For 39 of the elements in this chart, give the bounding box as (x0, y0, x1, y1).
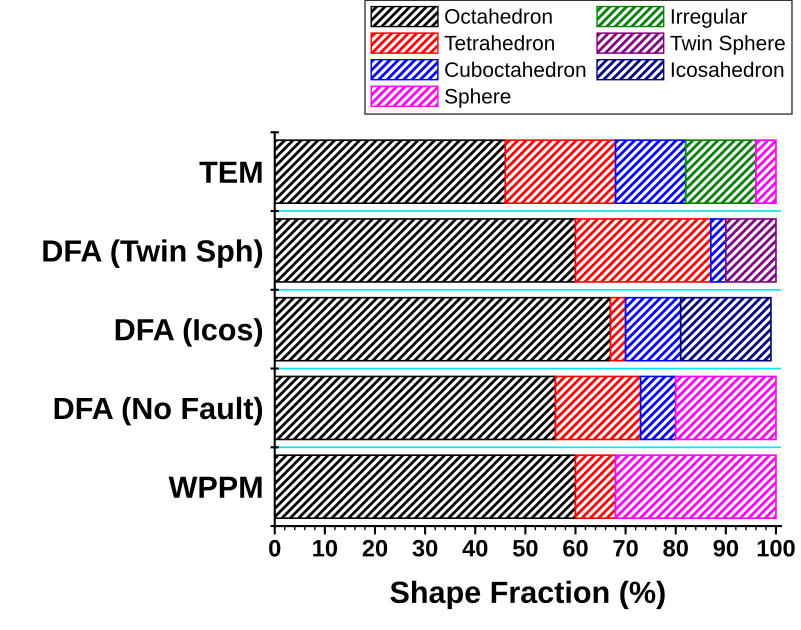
x-axis-title: Shape Fraction (%) (390, 580, 665, 610)
bar (755, 139, 777, 204)
x-tick-label: 10 (313, 540, 338, 557)
x-tick-label: 50 (512, 540, 538, 557)
bar (574, 454, 616, 520)
x-tick-label: 20 (362, 540, 388, 557)
bar (725, 218, 777, 283)
bar (680, 296, 772, 362)
y-tick-label: DFA (No Fault) (54, 396, 262, 426)
x-tick-label: 80 (663, 540, 688, 557)
bar (504, 139, 616, 204)
legend-label: Octahedron (445, 8, 552, 24)
bar (614, 454, 777, 520)
y-tick-label: DFA (Twin Sph) (43, 239, 262, 268)
bar (674, 376, 777, 440)
legend-label: Twin Sphere (670, 35, 785, 55)
bar (614, 139, 687, 204)
x-tick-label: 100 (758, 540, 795, 557)
legend-label: Sphere (445, 88, 510, 108)
legend-label: Tetrahedron (444, 35, 554, 50)
x-tick-label: 30 (412, 540, 438, 557)
bar (684, 139, 757, 204)
legend-label: Cuboctahedron (445, 62, 586, 78)
x-tick-label: 0 (269, 540, 280, 557)
bar (610, 296, 626, 362)
y-tick-label: DFA (Icos) (116, 318, 262, 347)
legend-label: Irregular (672, 8, 748, 28)
x-tick-label: 90 (714, 540, 738, 557)
x-tick-label: 60 (563, 540, 588, 557)
y-tick-label: TEM (199, 162, 262, 183)
bar (640, 376, 677, 440)
bar (554, 376, 642, 440)
x-tick-label: 40 (462, 540, 488, 557)
y-tick-label: WPPM (168, 476, 262, 498)
bar (710, 218, 727, 283)
x-tick-label: 70 (613, 540, 638, 557)
bar (624, 296, 682, 362)
bar (574, 218, 712, 283)
legend-label: Icosahedron (672, 62, 784, 78)
